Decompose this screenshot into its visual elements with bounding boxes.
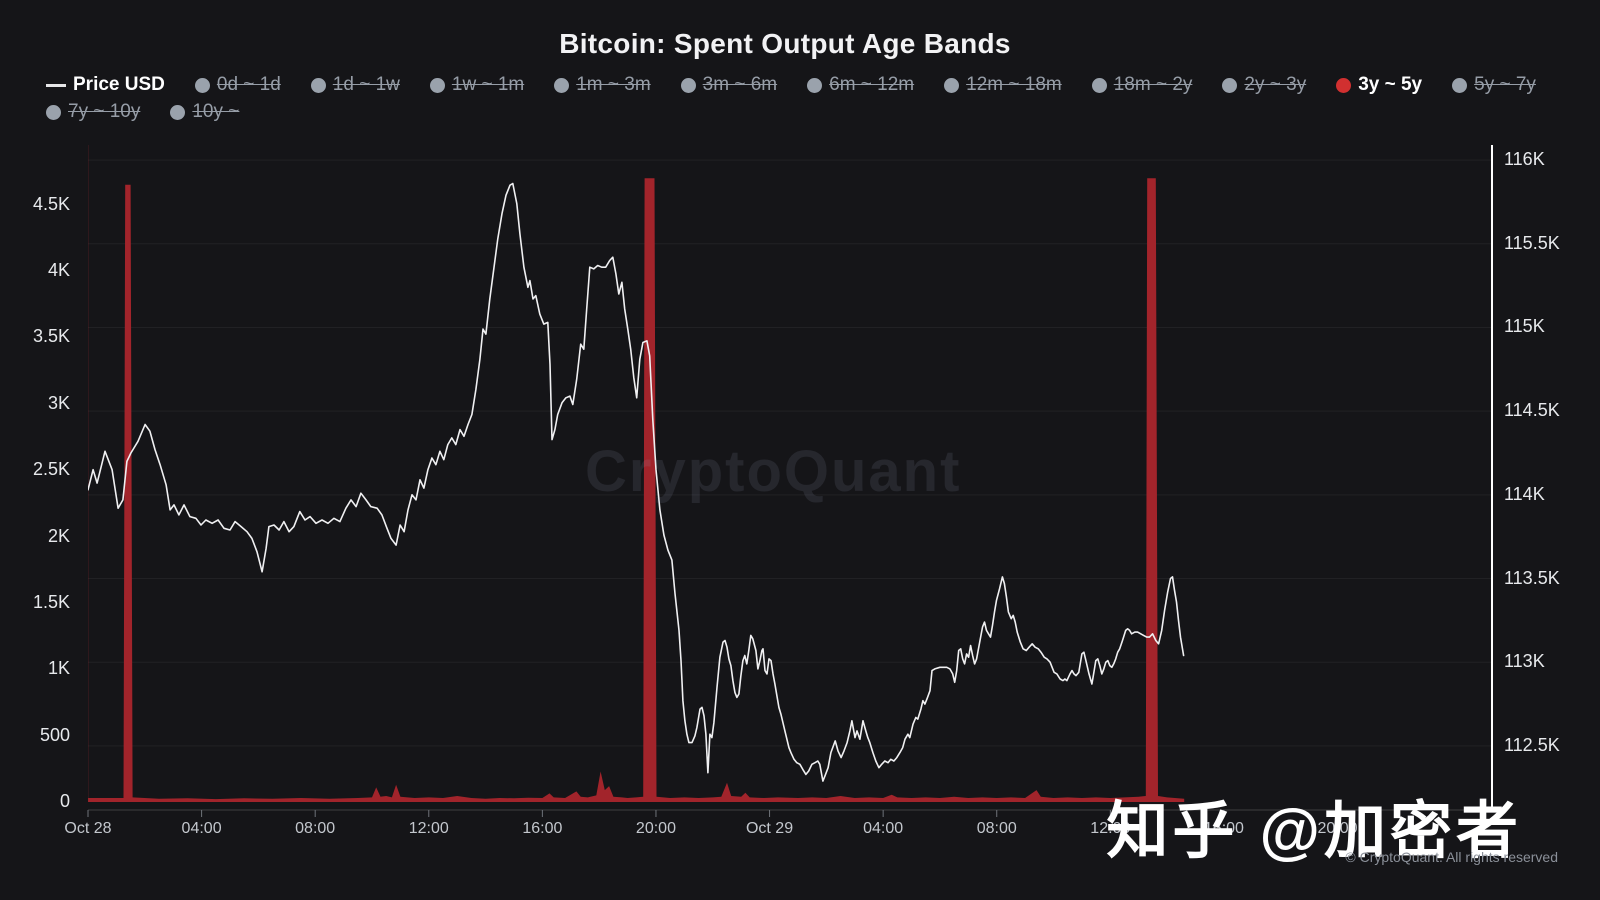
gridlines bbox=[88, 159, 1492, 747]
band-dot-icon bbox=[1452, 77, 1468, 93]
x-tick-label: 08:00 bbox=[976, 820, 1017, 837]
y-left-tick-label: 4K bbox=[47, 260, 70, 281]
band-dot-icon bbox=[1336, 77, 1352, 93]
x-tick-label: 16:00 bbox=[522, 820, 563, 837]
y-right-tick-label: 115.5K bbox=[1504, 232, 1560, 253]
legend-item-label: 18m ~ 2y bbox=[1113, 74, 1193, 95]
x-tick-label: 08:00 bbox=[295, 820, 336, 837]
x-tick-label: 20:00 bbox=[635, 820, 676, 837]
x-tick-label: 12:00 bbox=[1090, 820, 1131, 837]
legend-item-12m-18m[interactable]: 12m ~ 18m bbox=[944, 74, 1062, 96]
social-watermark: 知乎 @加密者 bbox=[1106, 797, 1522, 866]
legend-item-3m-6m[interactable]: 3m ~ 6m bbox=[680, 74, 778, 96]
y-right-tick-label: 114.5K bbox=[1504, 400, 1560, 421]
legend-item-10y[interactable]: 10y ~ bbox=[170, 101, 239, 123]
copyright-text: © CryptoQuant. All rights reserved bbox=[1345, 849, 1558, 865]
price-line bbox=[88, 182, 1185, 782]
band-dot-icon bbox=[429, 77, 445, 93]
y-left-tick-label: 500 bbox=[39, 724, 70, 745]
band-dot-icon bbox=[194, 77, 210, 93]
x-tick-label: 04:00 bbox=[863, 820, 904, 837]
legend-item-18m-2y[interactable]: 18m ~ 2y bbox=[1091, 74, 1193, 96]
cryptoquant-watermark: CryptoQuant bbox=[585, 439, 962, 504]
y-right-tick-label: 113K bbox=[1504, 651, 1545, 672]
legend-item-label: 3m ~ 6m bbox=[702, 74, 778, 95]
y-left-tick-label: 4.5K bbox=[32, 193, 70, 214]
legend-item-label: 1w ~ 1m bbox=[451, 74, 525, 95]
y-left-tick-label: 0 bbox=[59, 791, 70, 811]
band-dot-icon bbox=[46, 104, 61, 120]
legend-item-label: 2y ~ 3y bbox=[1244, 74, 1307, 95]
legend-item-5y-7y[interactable]: 5y ~ 7y bbox=[1452, 74, 1536, 96]
legend-item-label: 6m ~ 12m bbox=[829, 74, 915, 95]
price-line-icon bbox=[46, 83, 66, 87]
y-right-tick-label: 114K bbox=[1504, 483, 1545, 504]
band-dot-icon bbox=[170, 104, 186, 120]
legend-item-label: 5y ~ 7y bbox=[1474, 74, 1536, 95]
y-left-tick-label: 2.5K bbox=[32, 459, 70, 480]
x-tick-label: 20:00 bbox=[1317, 820, 1358, 837]
legend-item-0d-1d[interactable]: 0d ~ 1d bbox=[194, 74, 281, 96]
y-left-tick-label: 1K bbox=[47, 658, 70, 679]
x-tick-label: Oct 28 bbox=[64, 820, 112, 837]
legend-item-2y-3y[interactable]: 2y ~ 3y bbox=[1222, 74, 1306, 96]
band-dot-icon bbox=[1222, 77, 1238, 93]
x-tick-label: 12:00 bbox=[408, 820, 449, 837]
legend-item-6m-12m[interactable]: 6m ~ 12m bbox=[807, 74, 914, 96]
legend-item-label: 10y ~ bbox=[192, 101, 240, 122]
legend-item-7y-10y[interactable]: 7y ~ 10y bbox=[46, 101, 140, 123]
legend-item-label: Price USD bbox=[73, 74, 165, 95]
band-dot-icon bbox=[310, 77, 326, 93]
legend-item-label: 1m ~ 3m bbox=[576, 74, 651, 95]
y-right-tick-label: 113.5K bbox=[1504, 567, 1560, 588]
legend-item-1d-1w[interactable]: 1d ~ 1w bbox=[310, 74, 400, 96]
y-left-tick-label: 3.5K bbox=[32, 326, 70, 347]
legend-item-label: 0d ~ 1d bbox=[216, 74, 281, 95]
band-dot-icon bbox=[944, 77, 960, 93]
legend-item-label: 7y ~ 10y bbox=[68, 101, 141, 122]
y-right-tick-label: 115K bbox=[1504, 316, 1545, 337]
band-dot-icon bbox=[807, 77, 823, 93]
axes-layer bbox=[87, 145, 1493, 817]
y-left-tick-label: 3K bbox=[47, 392, 70, 413]
band-dot-icon bbox=[1091, 77, 1107, 93]
legend: Price USD 0d ~ 1d 1d ~ 1w 1w ~ 1m 1m ~ 3m 3m … bbox=[46, 74, 1566, 123]
y-right-tick-label: 116K bbox=[1504, 149, 1545, 170]
legend-item-Price-USD[interactable]: Price USD bbox=[46, 74, 165, 96]
legend-item-label: 12m ~ 18m bbox=[966, 74, 1062, 95]
y-right-tick-label: 112.5K bbox=[1504, 734, 1560, 755]
legend-item-3y-5y[interactable]: 3y ~ 5y bbox=[1336, 74, 1422, 96]
band-dot-icon bbox=[554, 77, 570, 93]
legend-item-label: 3y ~ 5y bbox=[1358, 74, 1423, 95]
series-layer bbox=[88, 145, 1185, 802]
legend-item-1w-1m[interactable]: 1w ~ 1m bbox=[429, 74, 525, 96]
page-title: Bitcoin: Spent Output Age Bands bbox=[559, 28, 1011, 59]
legend-item-label: 1d ~ 1w bbox=[332, 74, 400, 95]
y-left-tick-label: 2K bbox=[47, 525, 70, 546]
x-tick-label: 16:00 bbox=[1203, 820, 1244, 837]
y-left-tick-label: 1.5K bbox=[32, 591, 70, 612]
x-tick-label: 04:00 bbox=[181, 820, 222, 837]
band-dot-icon bbox=[680, 77, 696, 93]
legend-item-1m-3m[interactable]: 1m ~ 3m bbox=[554, 74, 651, 96]
x-tick-label: Oct 29 bbox=[745, 820, 794, 837]
